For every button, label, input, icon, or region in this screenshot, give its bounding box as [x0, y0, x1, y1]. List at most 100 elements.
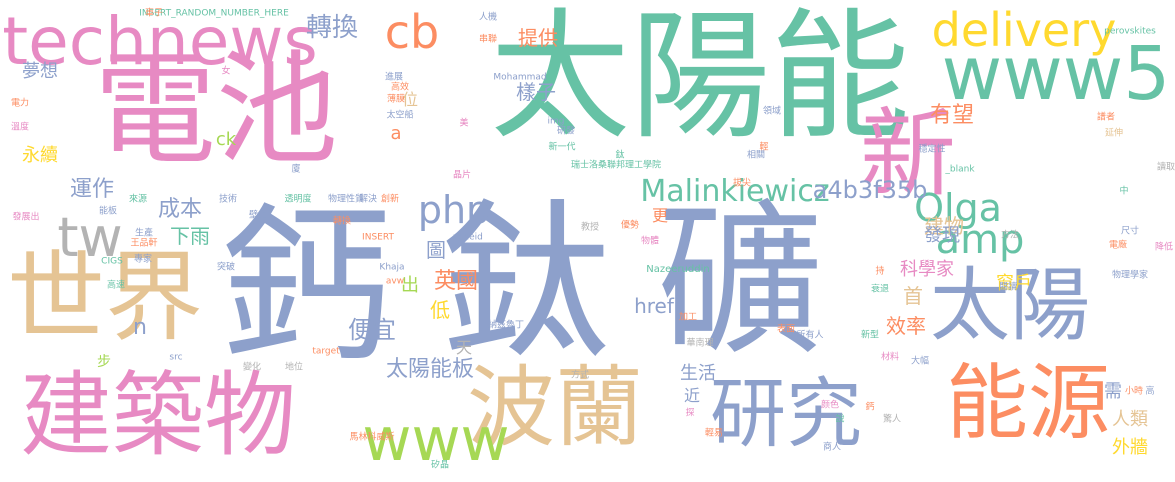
word-cloud-word: 透明度: [284, 194, 312, 205]
word-cloud-word: 太空船: [386, 110, 414, 121]
word-cloud-word: 晶片: [452, 170, 472, 181]
word-cloud-word: 太陽能板: [385, 357, 475, 382]
word-cloud-word: 礦: [657, 185, 823, 378]
word-cloud-word: 衰退: [870, 284, 890, 295]
word-cloud-word: 研究: [710, 369, 862, 458]
word-cloud-word: 太陽能: [489, 0, 911, 159]
word-cloud-word: 薄膜: [386, 94, 406, 105]
word-cloud-word: src: [169, 352, 183, 363]
word-cloud-word: href: [634, 294, 674, 318]
word-cloud-word: 研發: [556, 126, 576, 137]
word-cloud-word: cb: [384, 5, 440, 59]
word-cloud-word: 表面: [776, 324, 796, 335]
word-cloud-word: 世界: [6, 241, 204, 355]
word-cloud-word: 優勢: [620, 220, 640, 231]
word-cloud-word: 說: [835, 414, 845, 425]
word-cloud-word: 驚人: [882, 414, 902, 425]
word-cloud-word: 納茲魯丁: [487, 320, 525, 331]
word-cloud-word: 讀取: [1156, 162, 1175, 173]
word-cloud-word: ck: [215, 129, 237, 150]
word-cloud-word: 步: [97, 354, 111, 370]
word-cloud-word: 人類: [1112, 409, 1148, 430]
word-cloud-word: Khaja: [379, 262, 405, 273]
word-cloud-word: 更: [651, 206, 669, 225]
word-cloud-word: 新一代: [548, 142, 576, 153]
word-cloud-word: 能源: [945, 356, 1111, 451]
word-cloud-word: 中: [1119, 186, 1129, 197]
word-cloud-word: 鈣: [220, 189, 392, 387]
word-cloud-word: 串聯: [478, 34, 498, 45]
word-cloud-word: 尺寸: [1120, 226, 1140, 237]
word-cloud-word: 加工: [678, 312, 698, 323]
word-cloud-word: 需: [1104, 381, 1122, 402]
word-cloud-word: 領域: [762, 106, 782, 117]
word-cloud-word: technews: [2, 3, 318, 80]
word-cloud-word: 夢想: [22, 61, 58, 82]
word-cloud-word: 首: [903, 284, 923, 308]
word-cloud-word: delivery: [931, 3, 1117, 57]
word-cloud-word: 輕: [759, 142, 769, 153]
word-cloud-word: avw: [385, 276, 405, 287]
word-cloud-word: 瑞士洛桑聯邦理工學院: [570, 160, 662, 171]
word-cloud-word: 圖: [426, 238, 446, 262]
word-cloud-word: n: [133, 315, 147, 340]
word-cloud-word: Mohammad: [493, 72, 547, 83]
word-cloud-word: 解決: [358, 194, 378, 205]
word-cloud-word: INSERT: [362, 232, 394, 243]
word-cloud-word: 華南理: [686, 338, 714, 349]
word-cloud-word: 相關: [746, 150, 766, 161]
word-cloud-word: 波蘭: [466, 356, 644, 459]
word-cloud-word: 下雨: [170, 224, 210, 248]
word-cloud-word: 科學家: [900, 259, 954, 280]
word-cloud-word: 物理學家: [1111, 270, 1149, 281]
word-cloud-word: 提供: [518, 26, 558, 50]
word-cloud-word: 技術: [218, 194, 238, 205]
word-cloud-word: 譜者: [1096, 112, 1116, 123]
word-cloud-word: 窗戶: [996, 273, 1032, 294]
word-cloud-word: 閱讀: [998, 282, 1018, 293]
word-cloud-word: Nazeeruddin: [646, 264, 710, 275]
word-cloud-word: 商人: [822, 442, 842, 453]
word-cloud-word: 來源: [128, 194, 148, 205]
word-cloud-word: amp: [935, 217, 1025, 263]
word-cloud-word: 地位: [284, 362, 304, 373]
word-cloud-word: 持: [875, 266, 885, 277]
word-cloud-word: 有望: [929, 103, 975, 128]
word-cloud-word: 專家: [133, 254, 153, 265]
word-cloud-word: 矽晶: [430, 460, 450, 471]
word-cloud-word: 外牆: [1112, 437, 1148, 458]
word-cloud-word: zoneid: [453, 232, 483, 243]
word-cloud-word: 廈: [291, 164, 301, 175]
word-cloud-word: 人機: [478, 12, 498, 23]
word-cloud-word: INSERT_RANDOM_NUMBER_HERE: [139, 8, 289, 19]
word-cloud-word: 拔尖: [732, 178, 752, 189]
word-cloud-word: 方法: [1000, 230, 1020, 241]
word-cloud-word: 變化: [242, 362, 262, 373]
word-cloud-word: 高效: [390, 82, 410, 93]
word-cloud-word: 轉換: [305, 13, 359, 43]
word-cloud-word: 發現: [924, 225, 960, 246]
word-cloud-word: 永續: [22, 145, 58, 166]
word-cloud-word: 女: [221, 66, 231, 77]
word-cloud-word: 位: [401, 90, 419, 109]
word-cloud-word: 天: [455, 338, 473, 357]
word-cloud-word: _blank: [945, 164, 975, 175]
word-cloud-word: 能板: [98, 206, 118, 217]
word-cloud-word: 教授: [580, 222, 600, 233]
word-cloud-word: 降低: [1154, 242, 1174, 253]
word-cloud-word: Olga: [914, 186, 1002, 230]
word-cloud-word: 方式: [570, 370, 590, 381]
word-cloud-word: 颜色: [820, 400, 840, 411]
word-cloud-word: 新型: [860, 330, 880, 341]
word-cloud-word: 所有人: [796, 330, 824, 341]
word-cloud-word: 延伸: [1104, 128, 1124, 139]
word-cloud-word: 效率: [886, 314, 926, 338]
word-cloud-word: Malinkiewicz: [640, 174, 830, 209]
word-cloud-word: 太陽: [930, 259, 1090, 352]
word-cloud-word: 英國: [433, 269, 479, 294]
word-cloud-word: 物理性質: [327, 194, 365, 205]
word-cloud-word: 電力: [10, 98, 30, 109]
word-cloud-word: 溫度: [10, 122, 30, 133]
word-cloud-word: 王品軒: [130, 238, 158, 249]
word-cloud-word: 出: [401, 275, 419, 296]
